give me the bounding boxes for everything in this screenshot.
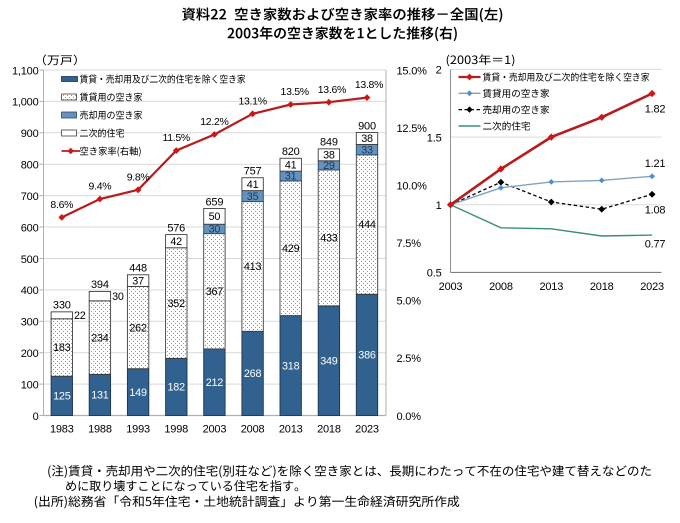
svg-text:2: 2 <box>436 65 442 77</box>
svg-text:1983: 1983 <box>50 424 74 436</box>
svg-text:330: 330 <box>53 300 71 312</box>
svg-text:125: 125 <box>53 391 71 403</box>
svg-text:50: 50 <box>209 211 221 223</box>
svg-text:318: 318 <box>282 360 300 372</box>
svg-text:13.1%: 13.1% <box>238 95 266 107</box>
svg-text:659: 659 <box>206 196 224 208</box>
svg-text:367: 367 <box>206 286 224 298</box>
svg-text:352: 352 <box>167 298 185 310</box>
svg-text:2003: 2003 <box>439 281 463 293</box>
svg-text:41: 41 <box>285 159 297 171</box>
svg-text:2023: 2023 <box>640 281 664 293</box>
svg-text:0.0%: 0.0% <box>397 411 422 423</box>
svg-text:38: 38 <box>361 133 373 145</box>
svg-text:5.0%: 5.0% <box>397 296 422 308</box>
svg-text:200: 200 <box>21 348 39 360</box>
svg-text:900: 900 <box>21 128 39 140</box>
svg-text:100: 100 <box>21 379 39 391</box>
svg-text:13.6%: 13.6% <box>318 84 346 96</box>
svg-text:33: 33 <box>361 144 373 156</box>
svg-text:7.5%: 7.5% <box>397 238 422 250</box>
svg-text:1,000: 1,000 <box>12 97 39 109</box>
svg-text:234: 234 <box>91 332 109 344</box>
svg-text:1993: 1993 <box>126 424 150 436</box>
svg-text:500: 500 <box>21 254 39 266</box>
svg-text:212: 212 <box>206 377 224 389</box>
svg-text:576: 576 <box>167 222 185 234</box>
svg-text:1.21: 1.21 <box>645 158 666 170</box>
svg-text:13.8%: 13.8% <box>355 79 383 91</box>
svg-text:37: 37 <box>132 275 144 287</box>
svg-text:149: 149 <box>129 387 147 399</box>
svg-text:349: 349 <box>320 355 338 367</box>
svg-text:1,100: 1,100 <box>12 65 39 77</box>
svg-text:41: 41 <box>247 179 259 191</box>
svg-text:2003: 2003 <box>203 424 227 436</box>
svg-text:0.77: 0.77 <box>645 239 666 251</box>
svg-text:268: 268 <box>244 368 262 380</box>
svg-text:1: 1 <box>436 200 442 212</box>
svg-text:9.8%: 9.8% <box>127 171 150 183</box>
svg-text:262: 262 <box>129 322 147 334</box>
svg-text:30: 30 <box>209 224 221 236</box>
svg-text:2013: 2013 <box>539 281 563 293</box>
svg-text:2018: 2018 <box>590 281 614 293</box>
svg-text:386: 386 <box>358 350 376 362</box>
svg-text:8.6%: 8.6% <box>50 199 73 211</box>
svg-text:38: 38 <box>323 150 335 162</box>
svg-text:433: 433 <box>320 233 338 245</box>
svg-text:35: 35 <box>247 191 259 203</box>
svg-text:29: 29 <box>323 160 335 172</box>
svg-text:42: 42 <box>170 236 182 248</box>
svg-text:1.5: 1.5 <box>427 132 442 144</box>
svg-text:1988: 1988 <box>88 424 112 436</box>
svg-text:448: 448 <box>129 263 147 275</box>
svg-text:12.2%: 12.2% <box>200 116 228 128</box>
svg-text:9.4%: 9.4% <box>89 181 112 193</box>
svg-text:820: 820 <box>282 146 300 158</box>
svg-text:31: 31 <box>285 171 297 183</box>
svg-text:183: 183 <box>53 342 71 354</box>
svg-text:182: 182 <box>167 382 185 394</box>
svg-text:700: 700 <box>21 191 39 203</box>
svg-text:429: 429 <box>282 243 300 255</box>
svg-text:2018: 2018 <box>317 424 341 436</box>
svg-text:2008: 2008 <box>241 424 265 436</box>
svg-text:1.08: 1.08 <box>645 205 666 217</box>
svg-text:2.5%: 2.5% <box>397 353 422 365</box>
svg-text:11.5%: 11.5% <box>162 132 190 144</box>
svg-text:849: 849 <box>320 137 338 149</box>
svg-text:2008: 2008 <box>489 281 513 293</box>
svg-text:1.82: 1.82 <box>645 104 666 116</box>
svg-text:0.5: 0.5 <box>427 268 442 280</box>
svg-text:2013: 2013 <box>279 424 303 436</box>
svg-text:30: 30 <box>112 291 124 303</box>
svg-text:0: 0 <box>33 411 39 423</box>
svg-text:10.0%: 10.0% <box>397 181 428 193</box>
svg-text:394: 394 <box>91 279 109 291</box>
svg-text:900: 900 <box>358 120 376 132</box>
svg-text:1998: 1998 <box>164 424 188 436</box>
svg-text:15.0%: 15.0% <box>397 65 428 77</box>
svg-text:444: 444 <box>358 219 376 231</box>
svg-text:12.5%: 12.5% <box>397 123 428 135</box>
svg-text:131: 131 <box>91 390 109 402</box>
svg-text:300: 300 <box>21 317 39 329</box>
svg-text:413: 413 <box>244 261 262 273</box>
svg-text:2023: 2023 <box>355 424 379 436</box>
svg-text:600: 600 <box>21 222 39 234</box>
svg-text:13.5%: 13.5% <box>281 86 309 98</box>
svg-text:22: 22 <box>74 310 86 322</box>
svg-text:400: 400 <box>21 285 39 297</box>
svg-text:800: 800 <box>21 160 39 172</box>
svg-text:757: 757 <box>244 166 262 178</box>
